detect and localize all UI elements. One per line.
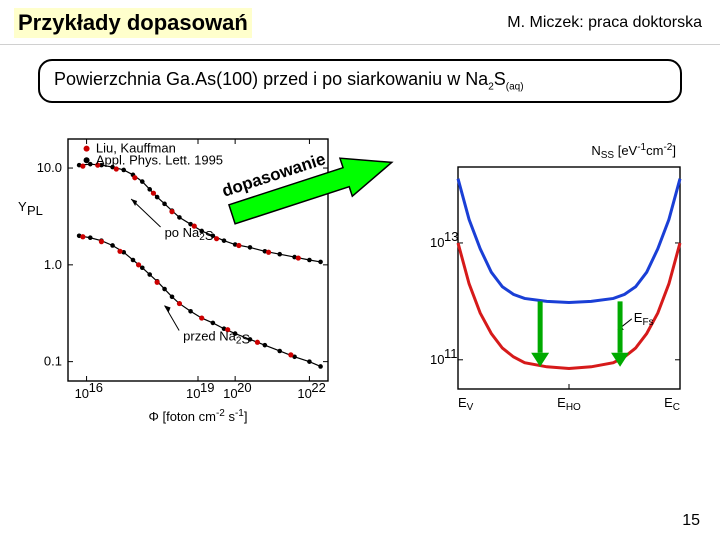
svg-text:po Na2S: po Na2S (165, 225, 214, 243)
svg-text:13: 13 (444, 229, 458, 244)
left-chart: 0.11.010.01016101910201022YPLΦ [foton cm… (8, 131, 338, 431)
subtitle-sub2: (aq) (506, 82, 524, 93)
svg-text:10: 10 (186, 386, 200, 401)
title-left: Przykłady dopasowań (14, 8, 252, 38)
subtitle-mid: S (494, 69, 506, 89)
svg-text:EC: EC (664, 395, 680, 413)
svg-text:10: 10 (75, 386, 89, 401)
svg-text:EFs: EFs (634, 309, 654, 327)
svg-text:11: 11 (444, 345, 458, 360)
svg-text:Y: Y (18, 199, 27, 214)
svg-text:Appl. Phys. Lett. 1995: Appl. Phys. Lett. 1995 (96, 152, 223, 167)
svg-text:22: 22 (311, 380, 325, 395)
subtitle-box: Powierzchnia Ga.As(100) przed i po siark… (38, 59, 682, 103)
svg-text:przed Na2S: przed Na2S (183, 328, 250, 346)
svg-text:10: 10 (430, 235, 444, 250)
svg-text:10: 10 (430, 351, 444, 366)
page-number: 15 (682, 512, 700, 530)
right-chart-svg: NSS [eV-1cm-2]10111013EVEHOECEFs (410, 131, 690, 431)
svg-text:10: 10 (223, 386, 237, 401)
charts-row: 0.11.010.01016101910201022YPLΦ [foton cm… (0, 131, 720, 431)
svg-text:EHO: EHO (557, 395, 581, 413)
slide-header: Przykłady dopasowań M. Miczek: praca dok… (0, 0, 720, 45)
svg-text:EV: EV (458, 395, 474, 413)
svg-text:20: 20 (237, 380, 251, 395)
svg-text:19: 19 (200, 380, 214, 395)
svg-text:10: 10 (297, 386, 311, 401)
svg-text:10.0: 10.0 (37, 160, 62, 175)
svg-text:1.0: 1.0 (44, 256, 62, 271)
title-right: M. Miczek: praca doktorska (507, 14, 702, 32)
svg-text:PL: PL (27, 203, 43, 218)
subtitle-text: Powierzchnia Ga.As(100) przed i po siark… (54, 69, 488, 89)
svg-text:NSS [eV-1cm-2]: NSS [eV-1cm-2] (591, 142, 676, 161)
svg-text:0.1: 0.1 (44, 353, 62, 368)
svg-text:16: 16 (89, 380, 103, 395)
right-chart: NSS [eV-1cm-2]10111013EVEHOECEFs (410, 131, 690, 431)
svg-text:Φ [foton cm-2 s-1]: Φ [foton cm-2 s-1] (148, 408, 247, 424)
